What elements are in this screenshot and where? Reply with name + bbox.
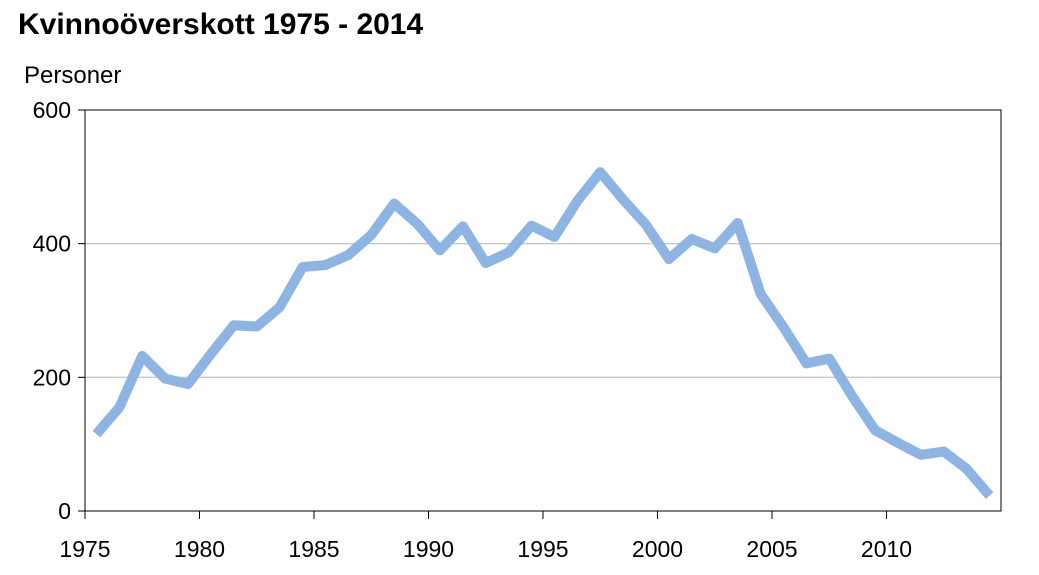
x-tick-label: 2000 [632, 536, 683, 562]
y-tick-label: 0 [58, 498, 71, 524]
series-layer [92, 167, 994, 499]
y-axis: 0 200 400 600 [33, 97, 85, 524]
x-tick-label: 2010 [861, 536, 912, 562]
x-tick-label: 1980 [174, 536, 225, 562]
x-axis: 1975 1980 1985 1990 1995 2000 2005 2010 [59, 511, 912, 562]
y-tick-label: 400 [33, 231, 71, 257]
y-axis-label: Personer [24, 62, 122, 89]
chart-title: Kvinnoöverskott 1975 - 2014 [18, 8, 424, 41]
y-tick-label: 600 [33, 97, 71, 123]
x-tick-label: 1995 [517, 536, 568, 562]
x-tick-label: 1975 [59, 536, 110, 562]
x-tick-label: 1990 [403, 536, 454, 562]
gridlines [85, 243, 1001, 378]
x-tick-label: 2005 [746, 536, 797, 562]
plot-area-frame [84, 109, 1002, 512]
x-tick-label: 1985 [288, 536, 339, 562]
series-line [92, 167, 994, 499]
y-tick-label: 200 [33, 364, 71, 390]
